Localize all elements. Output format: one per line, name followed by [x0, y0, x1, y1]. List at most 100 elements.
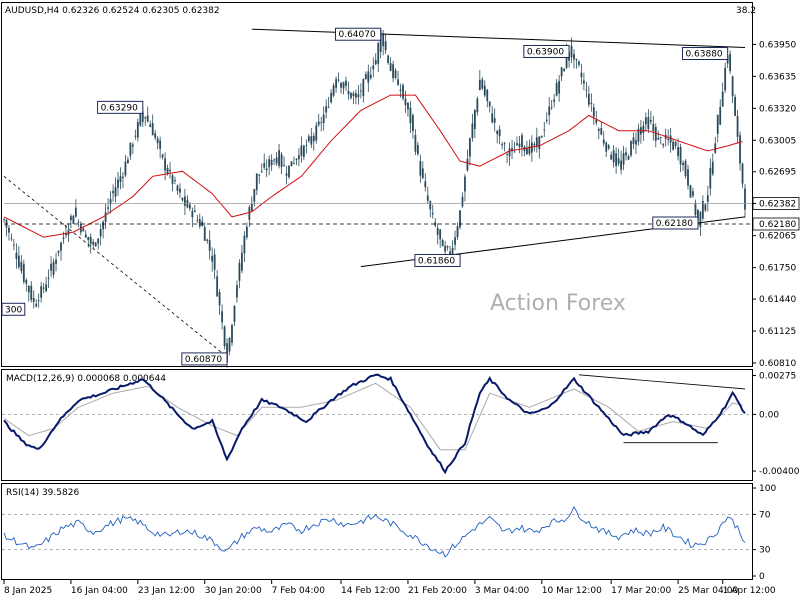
candle-body — [741, 163, 744, 184]
candle-body — [290, 161, 293, 167]
candle-body — [231, 324, 233, 343]
candle-body — [513, 151, 516, 153]
annotation-text: 0.60870 — [185, 355, 222, 365]
candle-body — [169, 169, 171, 172]
candle-body — [342, 82, 345, 89]
candle-body — [526, 147, 528, 155]
candle-body — [573, 53, 575, 60]
candle-body — [236, 285, 238, 298]
annotation-text: 0.62180 — [656, 219, 693, 229]
candle-body — [374, 59, 377, 65]
candle-body — [241, 252, 243, 271]
candle-body — [610, 154, 613, 160]
candle-body — [501, 144, 504, 146]
candle-body — [682, 163, 684, 166]
candle-body — [486, 89, 489, 102]
candle-body — [218, 292, 221, 306]
candle-body — [233, 306, 236, 322]
candle-body — [434, 222, 437, 226]
candle-body — [3, 219, 5, 221]
candle-body — [563, 68, 565, 72]
y-tick-label: 0.63005 — [759, 136, 796, 146]
annotation-text: 300 — [5, 305, 22, 315]
corner-value: 38.2 — [736, 6, 756, 16]
candle-body — [429, 201, 432, 210]
candle-body — [456, 226, 459, 238]
candle-body — [369, 74, 372, 79]
candle-body — [325, 106, 328, 113]
candle-body — [97, 238, 100, 244]
candle-body — [302, 145, 305, 157]
axis-layer: 0.63950 0.63635 0.63320 0.63005 0.62695 0.623… — [3, 40, 800, 596]
candle-body — [70, 216, 72, 221]
candle-body — [228, 338, 231, 352]
candle-body — [392, 64, 394, 79]
candle-body — [617, 158, 620, 164]
candle-body — [397, 79, 399, 85]
candle-body — [649, 119, 652, 122]
candle-body — [382, 34, 385, 47]
macd-series-layer — [2, 373, 752, 475]
candle-body — [327, 106, 330, 108]
candle-body — [565, 53, 568, 68]
candle-body — [136, 122, 139, 138]
candle-body — [208, 240, 211, 251]
candle-body — [548, 106, 551, 116]
price-annotation: 0.61860 — [414, 253, 461, 267]
candle-body — [340, 82, 342, 88]
candle-body — [488, 101, 491, 107]
candle-body — [337, 79, 340, 81]
candle-body — [409, 107, 412, 124]
candle-body — [45, 284, 48, 292]
candle-body — [312, 135, 315, 142]
candle-body — [260, 171, 263, 173]
y-tick-label: 0.63950 — [759, 40, 796, 50]
candle-body — [729, 53, 732, 72]
candle-body — [305, 145, 308, 147]
candle-body — [92, 241, 95, 245]
candle-body — [176, 185, 179, 191]
candle-body — [692, 191, 694, 196]
price-annotation: 300 — [1, 302, 26, 316]
candle-body — [129, 142, 132, 156]
candle-body — [597, 129, 600, 131]
macd-y-tick-label: 0.00 — [759, 410, 779, 420]
candle-body — [446, 246, 449, 248]
x-tick-label: 21 Feb 20:00 — [408, 586, 467, 596]
y-tick-label: 0.63320 — [759, 104, 796, 114]
macd-line — [3, 373, 746, 475]
candle-body — [521, 135, 523, 148]
candle-body — [592, 107, 595, 117]
candle-body — [379, 30, 382, 52]
candle-body — [295, 159, 298, 161]
candle-body — [498, 129, 501, 137]
candle-body — [711, 161, 714, 174]
candle-body — [367, 71, 370, 83]
candle-body — [644, 117, 647, 125]
candle-body — [149, 124, 152, 127]
candle-body — [412, 115, 414, 132]
candle-body — [181, 198, 184, 201]
candle-body — [716, 114, 719, 134]
candle-body — [605, 142, 608, 152]
price-annotation: 0.62180 — [652, 216, 699, 230]
candle-body — [684, 161, 687, 176]
candle-body — [174, 180, 176, 181]
candle-body — [439, 229, 442, 240]
candle-body — [583, 80, 585, 84]
moving-average-line — [3, 94, 743, 238]
annotation-text: 0.63880 — [685, 50, 722, 60]
candle-body — [243, 235, 246, 254]
candle-body — [203, 227, 206, 241]
candle-body — [245, 226, 248, 238]
annotation-box — [181, 352, 228, 366]
candle-body — [657, 137, 660, 140]
candle-body — [441, 240, 444, 247]
candle-body — [293, 162, 295, 164]
candle-body — [615, 153, 618, 166]
candle-body — [278, 150, 280, 166]
y-tick-label: 0.61750 — [759, 264, 796, 274]
candle-body — [709, 167, 712, 189]
y-tick-label: 0.62695 — [759, 168, 796, 178]
candle-body — [273, 159, 276, 161]
